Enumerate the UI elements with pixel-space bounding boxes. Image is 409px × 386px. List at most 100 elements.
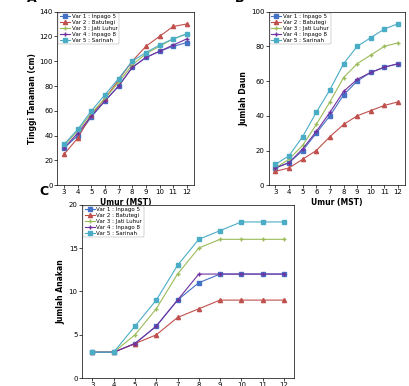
Line: Var 3 : Jati Luhur: Var 3 : Jati Luhur bbox=[273, 41, 400, 170]
Var 5 : Sarinah: (12, 122): Sarinah: (12, 122) bbox=[184, 32, 189, 36]
Var 5 : Sarinah: (4, 45): Sarinah: (4, 45) bbox=[75, 127, 80, 132]
Var 2 : Batutegi: (8, 100): Batutegi: (8, 100) bbox=[130, 59, 135, 64]
X-axis label: Umur (MST): Umur (MST) bbox=[100, 198, 151, 207]
Var 4 : Inpago 8: (5, 4): Inpago 8: (5, 4) bbox=[133, 341, 137, 346]
Var 1 : Inpago 5: (4, 13): Inpago 5: (4, 13) bbox=[287, 161, 292, 165]
Var 1 : Inpago 5: (5, 55): Inpago 5: (5, 55) bbox=[89, 115, 94, 119]
Var 2 : Batutegi: (5, 4): Batutegi: (5, 4) bbox=[133, 341, 137, 346]
Var 5 : Sarinah: (11, 90): Sarinah: (11, 90) bbox=[382, 27, 387, 31]
Var 3 : Jati Luhur: (10, 16): Jati Luhur: (10, 16) bbox=[239, 237, 244, 242]
Var 4 : Inpago 8: (12, 70): Inpago 8: (12, 70) bbox=[396, 61, 400, 66]
Var 3 : Jati Luhur: (6, 70): Jati Luhur: (6, 70) bbox=[103, 96, 108, 101]
Var 5 : Sarinah: (10, 85): Sarinah: (10, 85) bbox=[369, 35, 373, 40]
Y-axis label: Tinggi Tanaman (cm): Tinggi Tanaman (cm) bbox=[28, 53, 37, 144]
Var 3 : Jati Luhur: (10, 75): Jati Luhur: (10, 75) bbox=[369, 52, 373, 57]
Var 2 : Batutegi: (12, 130): Batutegi: (12, 130) bbox=[184, 22, 189, 26]
Var 2 : Batutegi: (5, 57): Batutegi: (5, 57) bbox=[89, 112, 94, 117]
Var 1 : Inpago 5: (10, 65): Inpago 5: (10, 65) bbox=[369, 70, 373, 75]
Var 4 : Inpago 8: (9, 61): Inpago 8: (9, 61) bbox=[355, 77, 360, 81]
Var 1 : Inpago 5: (8, 52): Inpago 5: (8, 52) bbox=[341, 93, 346, 97]
Var 2 : Batutegi: (12, 9): Batutegi: (12, 9) bbox=[281, 298, 286, 303]
Var 5 : Sarinah: (6, 42): Sarinah: (6, 42) bbox=[314, 110, 319, 115]
Var 1 : Inpago 5: (7, 9): Inpago 5: (7, 9) bbox=[175, 298, 180, 303]
Var 3 : Jati Luhur: (3, 3): Jati Luhur: (3, 3) bbox=[90, 350, 95, 354]
Var 5 : Sarinah: (6, 9): Sarinah: (6, 9) bbox=[154, 298, 159, 303]
Var 4 : Inpago 8: (11, 113): Inpago 8: (11, 113) bbox=[171, 43, 175, 47]
Var 3 : Jati Luhur: (3, 32): Jati Luhur: (3, 32) bbox=[62, 143, 67, 148]
Var 1 : Inpago 5: (9, 12): Inpago 5: (9, 12) bbox=[218, 272, 222, 276]
Var 4 : Inpago 8: (12, 12): Inpago 8: (12, 12) bbox=[281, 272, 286, 276]
Var 2 : Batutegi: (5, 15): Batutegi: (5, 15) bbox=[300, 157, 305, 161]
Var 1 : Inpago 5: (12, 12): Inpago 5: (12, 12) bbox=[281, 272, 286, 276]
Var 2 : Batutegi: (6, 5): Batutegi: (6, 5) bbox=[154, 332, 159, 337]
Var 1 : Inpago 5: (9, 103): Inpago 5: (9, 103) bbox=[144, 55, 148, 60]
Var 1 : Inpago 5: (8, 11): Inpago 5: (8, 11) bbox=[196, 280, 201, 285]
Var 3 : Jati Luhur: (9, 106): Jati Luhur: (9, 106) bbox=[144, 51, 148, 56]
Var 4 : Inpago 8: (8, 54): Inpago 8: (8, 54) bbox=[341, 89, 346, 94]
Line: Var 3 : Jati Luhur: Var 3 : Jati Luhur bbox=[62, 32, 189, 148]
Line: Var 4 : Inpago 8: Var 4 : Inpago 8 bbox=[62, 37, 189, 150]
Var 5 : Sarinah: (3, 33): Sarinah: (3, 33) bbox=[62, 142, 67, 147]
Var 3 : Jati Luhur: (6, 35): Jati Luhur: (6, 35) bbox=[314, 122, 319, 127]
Var 1 : Inpago 5: (9, 60): Inpago 5: (9, 60) bbox=[355, 79, 360, 83]
Var 4 : Inpago 8: (7, 42): Inpago 8: (7, 42) bbox=[328, 110, 333, 115]
Var 3 : Jati Luhur: (4, 44): Jati Luhur: (4, 44) bbox=[75, 129, 80, 133]
Var 1 : Inpago 5: (11, 12): Inpago 5: (11, 12) bbox=[260, 272, 265, 276]
Var 2 : Batutegi: (11, 46): Batutegi: (11, 46) bbox=[382, 103, 387, 108]
Var 4 : Inpago 8: (3, 3): Inpago 8: (3, 3) bbox=[90, 350, 95, 354]
Var 5 : Sarinah: (11, 118): Sarinah: (11, 118) bbox=[171, 37, 175, 41]
Var 5 : Sarinah: (8, 100): Sarinah: (8, 100) bbox=[130, 59, 135, 64]
Var 2 : Batutegi: (4, 10): Batutegi: (4, 10) bbox=[287, 166, 292, 170]
Var 3 : Jati Luhur: (7, 83): Jati Luhur: (7, 83) bbox=[116, 80, 121, 85]
Var 4 : Inpago 8: (6, 68): Inpago 8: (6, 68) bbox=[103, 98, 108, 103]
Var 5 : Sarinah: (12, 18): Sarinah: (12, 18) bbox=[281, 220, 286, 224]
Text: A: A bbox=[27, 0, 37, 5]
Var 1 : Inpago 5: (3, 30): Inpago 5: (3, 30) bbox=[62, 146, 67, 151]
Var 1 : Inpago 5: (12, 115): Inpago 5: (12, 115) bbox=[184, 40, 189, 45]
Var 2 : Batutegi: (10, 9): Batutegi: (10, 9) bbox=[239, 298, 244, 303]
Var 1 : Inpago 5: (11, 68): Inpago 5: (11, 68) bbox=[382, 65, 387, 69]
Var 3 : Jati Luhur: (3, 10): Jati Luhur: (3, 10) bbox=[273, 166, 278, 170]
Var 2 : Batutegi: (9, 9): Batutegi: (9, 9) bbox=[218, 298, 222, 303]
Var 4 : Inpago 8: (6, 6): Inpago 8: (6, 6) bbox=[154, 324, 159, 328]
Var 2 : Batutegi: (9, 112): Batutegi: (9, 112) bbox=[144, 44, 148, 49]
Line: Var 2 : Batutegi: Var 2 : Batutegi bbox=[273, 100, 400, 173]
Var 3 : Jati Luhur: (12, 122): Jati Luhur: (12, 122) bbox=[184, 32, 189, 36]
Var 3 : Jati Luhur: (9, 16): Jati Luhur: (9, 16) bbox=[218, 237, 222, 242]
Var 4 : Inpago 8: (9, 12): Inpago 8: (9, 12) bbox=[218, 272, 222, 276]
Var 3 : Jati Luhur: (11, 118): Jati Luhur: (11, 118) bbox=[171, 37, 175, 41]
Var 5 : Sarinah: (7, 13): Sarinah: (7, 13) bbox=[175, 263, 180, 268]
Var 3 : Jati Luhur: (6, 8): Jati Luhur: (6, 8) bbox=[154, 306, 159, 311]
Var 3 : Jati Luhur: (12, 16): Jati Luhur: (12, 16) bbox=[281, 237, 286, 242]
Var 4 : Inpago 8: (7, 9): Inpago 8: (7, 9) bbox=[175, 298, 180, 303]
Var 1 : Inpago 5: (10, 108): Inpago 5: (10, 108) bbox=[157, 49, 162, 54]
Var 1 : Inpago 5: (3, 3): Inpago 5: (3, 3) bbox=[90, 350, 95, 354]
Var 3 : Jati Luhur: (7, 48): Jati Luhur: (7, 48) bbox=[328, 100, 333, 104]
Var 3 : Jati Luhur: (9, 70): Jati Luhur: (9, 70) bbox=[355, 61, 360, 66]
Legend: Var 1 : Inpago 5, Var 2 : Batutegi, Var 3 : Jati Luhur, Var 4 : Inpago 8, Var 5 : Var 1 : Inpago 5, Var 2 : Batutegi, Var … bbox=[58, 13, 119, 44]
Var 4 : Inpago 8: (3, 30): Inpago 8: (3, 30) bbox=[62, 146, 67, 151]
Var 3 : Jati Luhur: (7, 12): Jati Luhur: (7, 12) bbox=[175, 272, 180, 276]
Var 3 : Jati Luhur: (12, 82): Jati Luhur: (12, 82) bbox=[396, 41, 400, 45]
Var 3 : Jati Luhur: (10, 112): Jati Luhur: (10, 112) bbox=[157, 44, 162, 49]
Var 2 : Batutegi: (11, 128): Batutegi: (11, 128) bbox=[171, 24, 175, 29]
X-axis label: Umur (MST): Umur (MST) bbox=[311, 198, 362, 207]
Var 4 : Inpago 8: (5, 21): Inpago 8: (5, 21) bbox=[300, 146, 305, 151]
Var 4 : Inpago 8: (12, 118): Inpago 8: (12, 118) bbox=[184, 37, 189, 41]
Var 5 : Sarinah: (5, 28): Sarinah: (5, 28) bbox=[300, 134, 305, 139]
Var 2 : Batutegi: (6, 70): Batutegi: (6, 70) bbox=[103, 96, 108, 101]
Var 1 : Inpago 5: (6, 68): Inpago 5: (6, 68) bbox=[103, 98, 108, 103]
Var 2 : Batutegi: (10, 120): Batutegi: (10, 120) bbox=[157, 34, 162, 39]
Var 5 : Sarinah: (7, 86): Sarinah: (7, 86) bbox=[116, 76, 121, 81]
Var 5 : Sarinah: (10, 18): Sarinah: (10, 18) bbox=[239, 220, 244, 224]
Var 5 : Sarinah: (8, 70): Sarinah: (8, 70) bbox=[341, 61, 346, 66]
Var 1 : Inpago 5: (5, 4): Inpago 5: (5, 4) bbox=[133, 341, 137, 346]
Var 3 : Jati Luhur: (8, 15): Jati Luhur: (8, 15) bbox=[196, 245, 201, 250]
Var 1 : Inpago 5: (7, 80): Inpago 5: (7, 80) bbox=[116, 84, 121, 88]
Var 1 : Inpago 5: (11, 112): Inpago 5: (11, 112) bbox=[171, 44, 175, 49]
Var 3 : Jati Luhur: (4, 3): Jati Luhur: (4, 3) bbox=[111, 350, 116, 354]
Var 1 : Inpago 5: (4, 40): Inpago 5: (4, 40) bbox=[75, 133, 80, 138]
Var 1 : Inpago 5: (10, 12): Inpago 5: (10, 12) bbox=[239, 272, 244, 276]
Var 2 : Batutegi: (3, 3): Batutegi: (3, 3) bbox=[90, 350, 95, 354]
Var 4 : Inpago 8: (11, 12): Inpago 8: (11, 12) bbox=[260, 272, 265, 276]
